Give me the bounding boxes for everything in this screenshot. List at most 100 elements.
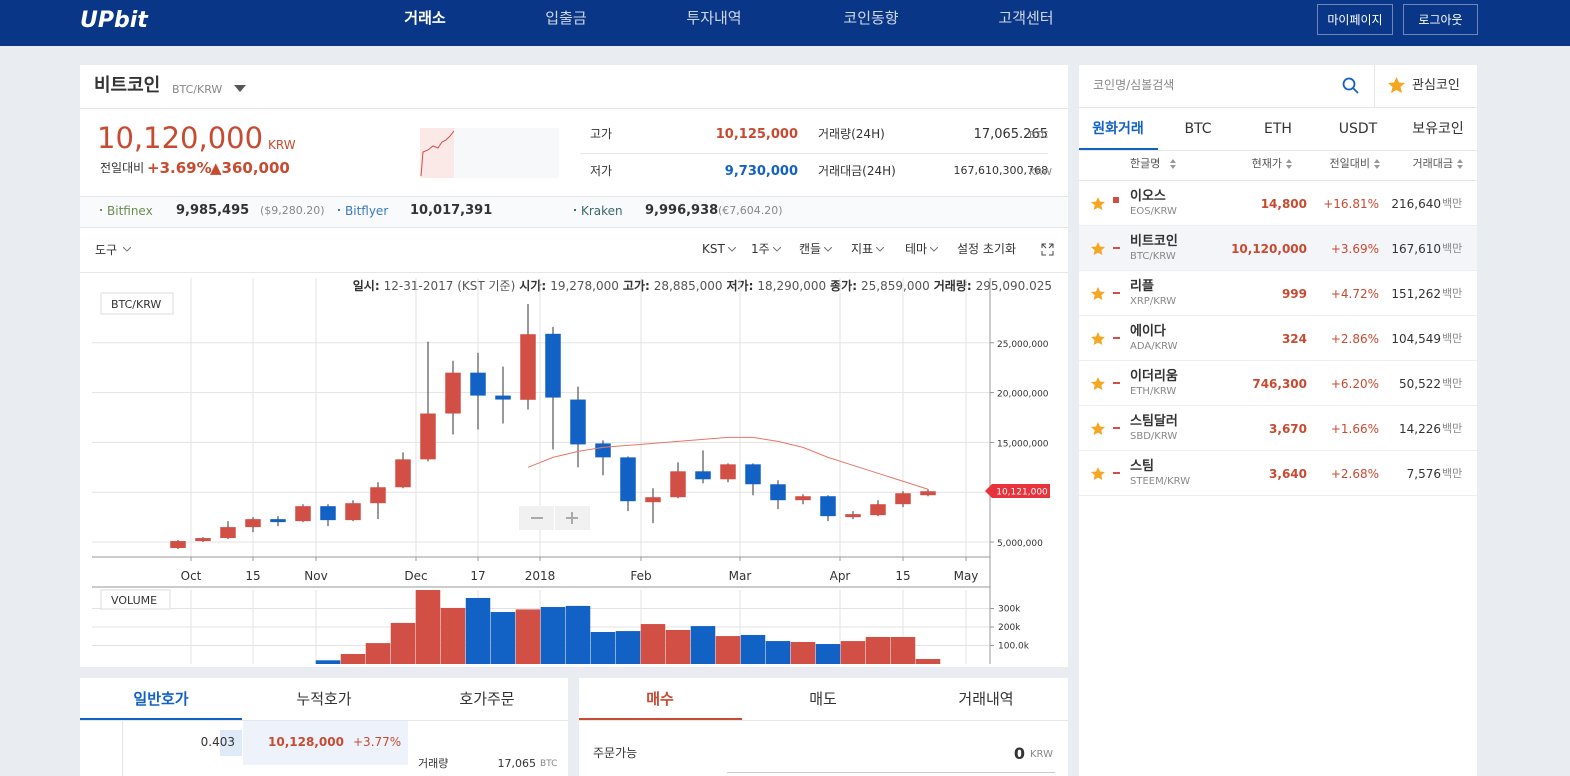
stat-unit: KRW xyxy=(1029,167,1052,178)
tab-underline xyxy=(1079,148,1158,151)
stat-value: 17,065.265 xyxy=(973,127,1048,142)
volume-bar xyxy=(540,607,566,664)
tab[interactable]: 매수 xyxy=(646,690,674,708)
coin-price: 14,800 xyxy=(1260,197,1307,211)
column-header[interactable]: 한글명 xyxy=(1130,157,1161,170)
reset-button[interactable]: 설정 초기화 xyxy=(957,242,1017,256)
trend-mark xyxy=(1113,427,1120,429)
tools-menu[interactable]: 도구 xyxy=(95,243,118,257)
info-value: 295,090.025 xyxy=(975,279,1052,293)
tab[interactable]: 거래내역 xyxy=(958,690,1014,708)
candle-body xyxy=(245,519,261,528)
row-bg[interactable] xyxy=(1079,361,1477,406)
stat-value: 10,125,000 xyxy=(715,127,798,142)
row-bg[interactable] xyxy=(1079,181,1477,226)
favorites[interactable]: 관심코인 xyxy=(1412,78,1460,93)
nav-item[interactable]: 고객센터 xyxy=(998,9,1054,27)
volume-bar xyxy=(415,590,441,664)
exchange-name: Bitfinex xyxy=(107,204,153,218)
candle-body xyxy=(845,514,861,518)
column-header[interactable]: 거래대금 xyxy=(1412,157,1453,170)
coin-price: 3,640 xyxy=(1269,467,1307,481)
nav-item[interactable]: 입출금 xyxy=(545,9,587,27)
star-icon[interactable] xyxy=(1091,377,1105,390)
chevron xyxy=(876,247,884,252)
tab[interactable]: 일반호가 xyxy=(133,690,189,708)
star-icon[interactable] xyxy=(1091,242,1105,255)
volume-bar xyxy=(440,607,466,664)
x-tick-label: Nov xyxy=(304,569,327,583)
row-bg[interactable] xyxy=(1079,406,1477,451)
logo[interactable]: UPbit xyxy=(80,8,148,33)
row-bg[interactable] xyxy=(1079,226,1477,271)
market-tab[interactable]: USDT xyxy=(1338,121,1378,137)
toolbar-option[interactable]: 1주 xyxy=(751,242,770,256)
star-icon[interactable] xyxy=(1091,287,1105,300)
chevron xyxy=(773,247,781,252)
trend-mark xyxy=(1113,247,1120,249)
exchange-name: Bitflyer xyxy=(345,204,389,218)
button[interactable]: 로그아웃 xyxy=(1403,4,1478,35)
x-tick-label: Apr xyxy=(830,569,851,583)
star-icon[interactable] xyxy=(1091,422,1105,435)
x-tick-label: Oct xyxy=(181,569,202,583)
x-tick-label: 17 xyxy=(470,569,485,583)
column-header[interactable]: 현재가 xyxy=(1251,157,1282,170)
search-icon[interactable] xyxy=(1342,77,1360,95)
exchange-price: 10,017,391 xyxy=(410,203,493,218)
volume-bar xyxy=(890,636,916,664)
row-bg[interactable] xyxy=(1079,451,1477,496)
qty-bar xyxy=(220,730,242,756)
info-label: 고가: xyxy=(622,279,650,293)
available-label: 주문가능 xyxy=(593,746,638,760)
nav-item[interactable]: 코인동향 xyxy=(843,9,899,27)
toolbar-option[interactable]: KST xyxy=(702,242,725,256)
last-price-label: 10,121,000 xyxy=(996,488,1048,498)
coin-name[interactable]: 비트코인 xyxy=(94,75,161,96)
tab[interactable]: 누적호가 xyxy=(296,690,352,708)
change-amt: ▲360,000 xyxy=(210,159,290,177)
x-tick-label: 2018 xyxy=(525,569,556,583)
star-icon[interactable] xyxy=(1091,197,1105,210)
exchange-bar xyxy=(80,196,1068,228)
tab[interactable]: 매도 xyxy=(809,690,837,708)
button[interactable]: 마이페이지 xyxy=(1317,4,1393,35)
volume-unit: 백만 xyxy=(1442,197,1463,210)
stat-label: 저가 xyxy=(590,164,613,178)
star-icon[interactable] xyxy=(1091,332,1105,345)
toolbar-option[interactable]: 캔들 xyxy=(799,242,822,256)
star-icon[interactable] xyxy=(1091,467,1105,480)
tab-underline xyxy=(80,718,242,721)
market-tab[interactable]: ETH xyxy=(1264,121,1292,137)
market-tab[interactable]: 원화거래 xyxy=(1092,121,1144,137)
stat-value: 9,730,000 xyxy=(724,164,798,179)
sort-icon xyxy=(1170,165,1176,169)
coin-symbol: EOS/KRW xyxy=(1130,206,1177,217)
toolbar-option[interactable]: 지표 xyxy=(851,242,874,256)
sort-icon xyxy=(1170,159,1176,163)
coin-volume: 7,576 xyxy=(1406,467,1441,481)
toolbar-option[interactable]: 테마 xyxy=(905,242,928,256)
expand-icon[interactable] xyxy=(1041,243,1054,256)
x-tick-label: Dec xyxy=(404,569,427,583)
ob-price[interactable]: 10,128,000 xyxy=(268,735,344,749)
coin-volume: 14,226 xyxy=(1399,422,1441,436)
market-tab[interactable]: BTC xyxy=(1184,121,1212,137)
column-header[interactable]: 전일대비 xyxy=(1329,157,1370,170)
row-bg[interactable] xyxy=(1079,271,1477,316)
dropdown-icon[interactable] xyxy=(234,85,247,93)
coin-change: +4.72% xyxy=(1330,287,1379,301)
coin-volume: 104,549 xyxy=(1391,332,1441,346)
star-icon[interactable] xyxy=(1388,77,1405,93)
exchange-dot xyxy=(574,209,576,211)
volume-bar xyxy=(690,626,716,664)
market-tab[interactable]: 보유코인 xyxy=(1412,121,1464,137)
tab[interactable]: 호가주문 xyxy=(459,690,515,708)
nav-item[interactable]: 투자내역 xyxy=(686,9,742,27)
exchange-name: Kraken xyxy=(581,204,623,218)
search-input[interactable]: 코인명/심볼검색 xyxy=(1093,78,1175,92)
coin-volume: 167,610 xyxy=(1391,242,1441,256)
nav-item[interactable]: 거래소 xyxy=(404,9,446,27)
row-bg[interactable] xyxy=(1079,316,1477,361)
chevron xyxy=(824,247,832,252)
